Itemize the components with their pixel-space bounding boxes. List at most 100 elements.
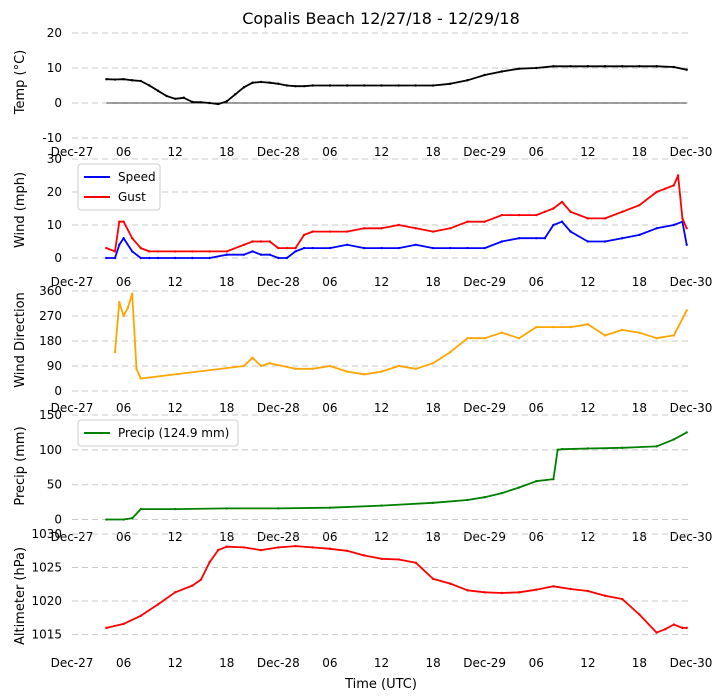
data-point [414, 227, 418, 230]
data-point [251, 250, 254, 253]
data-point [277, 246, 280, 250]
x-tick-label: 12 [374, 145, 389, 159]
x-tick-label: 06 [116, 401, 131, 415]
data-point [500, 240, 504, 243]
x-tick-label: Dec-29 [463, 656, 506, 670]
x-tick-label: 12 [168, 656, 183, 670]
data-point [285, 84, 289, 87]
data-point [535, 66, 538, 70]
data-point [105, 246, 108, 250]
data-point [517, 237, 521, 240]
data-point [397, 558, 400, 561]
data-point [156, 89, 160, 92]
chart-title: Copalis Beach 12/27/18 - 12/29/18 [242, 9, 520, 28]
data-point [638, 613, 641, 616]
y-tick-label: 10 [47, 61, 62, 75]
data-point [655, 227, 658, 230]
data-point [603, 65, 607, 68]
data-point [535, 213, 538, 217]
x-tick-label: 18 [632, 401, 647, 415]
y-tick-label: 0 [54, 251, 62, 265]
data-point [302, 246, 306, 250]
data-point [105, 256, 108, 260]
data-point [139, 507, 142, 511]
data-point [449, 82, 452, 85]
data-point [268, 81, 271, 84]
data-point [139, 256, 142, 260]
data-point [466, 246, 469, 250]
x-tick-label: Dec-30 [670, 401, 713, 415]
data-point [242, 86, 246, 89]
data-point [466, 220, 469, 223]
data-point [552, 65, 555, 68]
data-point [268, 362, 271, 365]
data-point [586, 447, 590, 450]
data-point [517, 337, 521, 340]
x-tick-label: Dec-28 [257, 401, 300, 415]
data-point [672, 184, 676, 187]
data-point [130, 516, 134, 520]
y-tick-label: 180 [39, 334, 62, 348]
data-point [517, 213, 521, 217]
data-point [328, 506, 332, 509]
x-tick-label: 06 [116, 275, 131, 289]
data-point [431, 362, 435, 365]
x-tick-label: 12 [374, 530, 389, 544]
data-point [242, 243, 246, 246]
data-point [302, 233, 306, 237]
data-point [483, 496, 486, 499]
y-tick-label: 0 [54, 96, 62, 110]
x-tick-label: 18 [425, 656, 440, 670]
x-tick-label: 06 [529, 530, 544, 544]
data-point [277, 546, 280, 549]
data-point [569, 210, 572, 213]
data-point [113, 250, 117, 253]
data-point [431, 84, 435, 87]
data-point [311, 546, 314, 549]
data-point [234, 93, 237, 96]
data-point [560, 200, 564, 204]
data-point [672, 65, 676, 69]
x-tick-label: 12 [580, 145, 595, 159]
data-point [328, 84, 332, 87]
data-point [638, 331, 641, 334]
data-point [621, 597, 624, 601]
data-point [259, 364, 263, 368]
data-point [414, 561, 418, 565]
data-point [122, 78, 125, 81]
data-point [560, 220, 564, 223]
y-tick-label: 50 [47, 478, 62, 492]
x-tick-label: Dec-29 [463, 145, 506, 159]
data-point [543, 210, 547, 213]
data-point [569, 325, 572, 329]
x-tick-label: 06 [322, 275, 337, 289]
x-tick-label: Dec-30 [670, 275, 713, 289]
data-point [414, 367, 418, 370]
data-point [603, 217, 607, 220]
data-point [130, 79, 134, 82]
x-tick-label: 18 [219, 275, 234, 289]
legend-label: Precip (124.9 mm) [118, 426, 229, 440]
y-tick-label: -10 [42, 131, 62, 145]
data-point [603, 334, 607, 337]
y-tick-label: 1030 [31, 527, 62, 541]
data-point [586, 65, 590, 68]
y-axis-label: Precip (mm) [13, 426, 28, 505]
x-tick-label: 06 [116, 145, 131, 159]
data-point [621, 237, 624, 240]
data-point [311, 367, 314, 370]
data-point [345, 230, 349, 233]
data-point [294, 246, 297, 250]
data-point [517, 486, 521, 489]
x-tick-label: 06 [322, 656, 337, 670]
y-tick-label: 150 [39, 408, 62, 422]
data-point [294, 85, 297, 88]
series-line-temp [106, 65, 687, 105]
data-point [251, 356, 254, 359]
data-point [173, 507, 177, 511]
data-point [380, 370, 383, 373]
data-point [466, 79, 469, 82]
x-tick-label: Dec-28 [257, 656, 300, 670]
